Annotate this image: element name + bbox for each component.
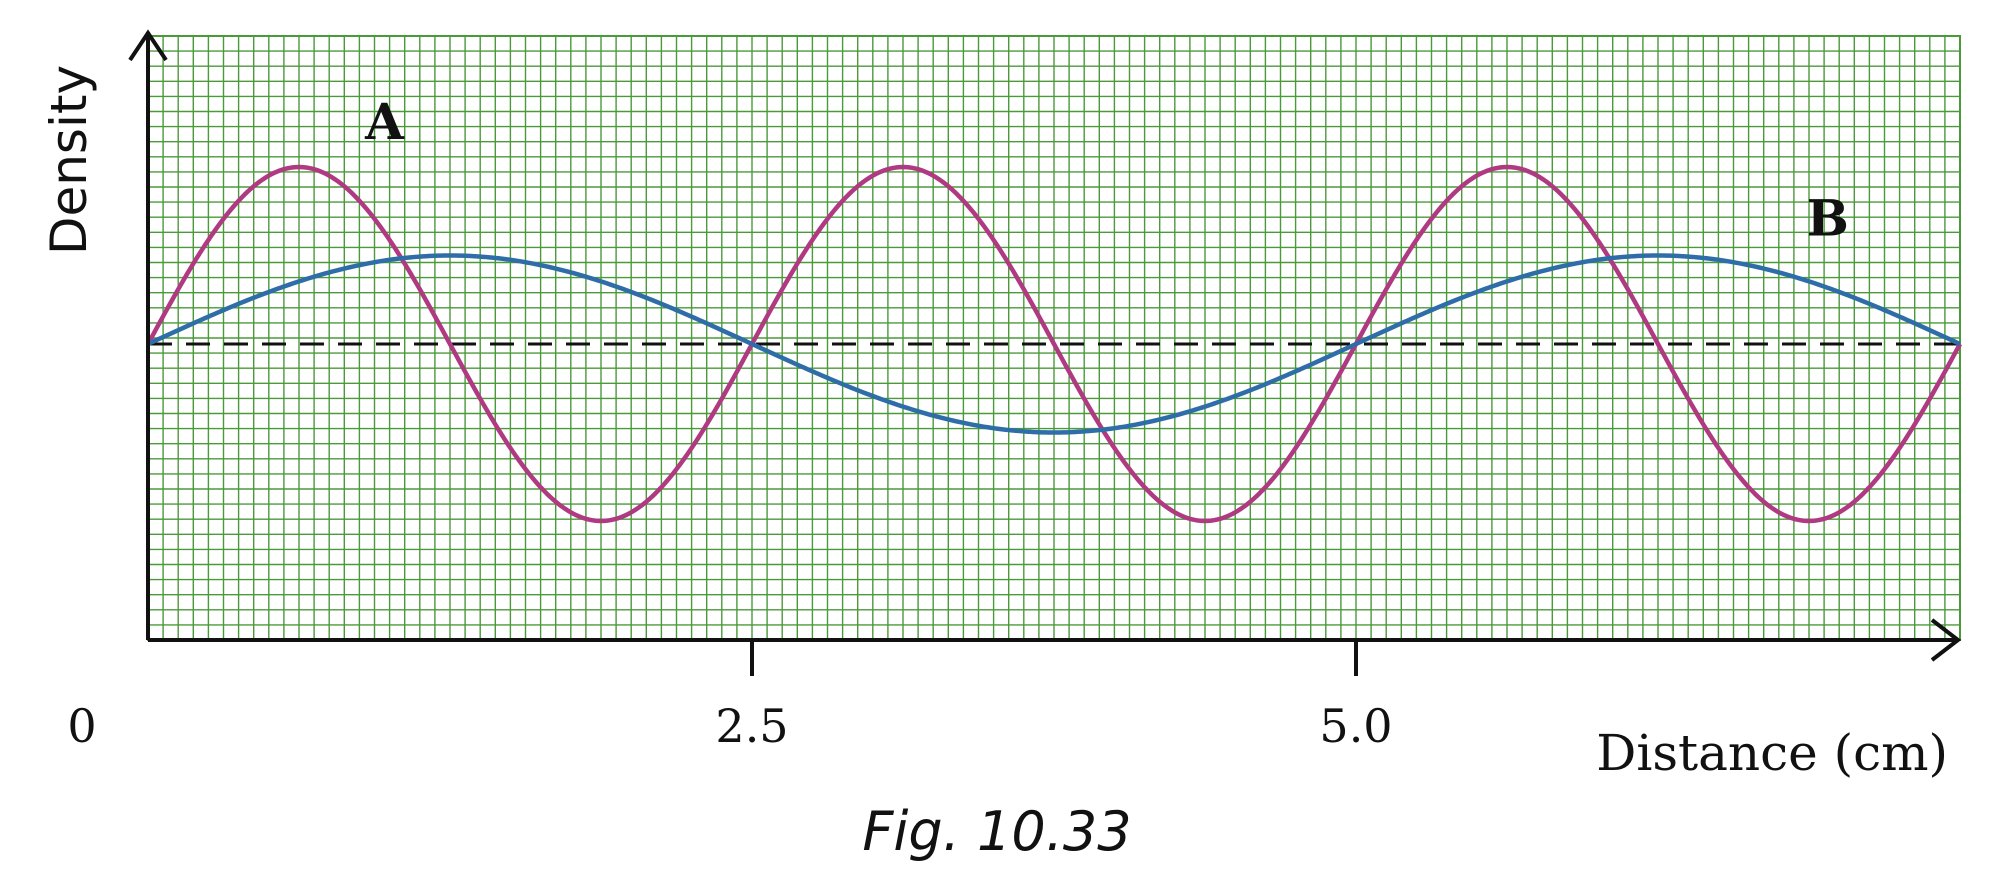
series-a-label: A xyxy=(364,92,405,151)
chart-axes xyxy=(128,29,1962,662)
x-tick-labels: 0 2.5 5.0 xyxy=(67,640,1393,753)
x-axis-arrow-icon xyxy=(1930,618,1962,662)
y-axis-label: Density xyxy=(40,65,98,255)
x-tick-label: 2.5 xyxy=(715,699,788,753)
y-axis-arrow-icon xyxy=(128,29,168,62)
density-distance-chart: 0 2.5 5.0 AB Density Distance (cm) xyxy=(40,29,1962,782)
series-b-label: B xyxy=(1807,189,1849,248)
x-tick-label: 0 xyxy=(67,699,96,753)
x-axis-label: Distance (cm) xyxy=(1596,724,1948,782)
series-layer xyxy=(146,164,1962,524)
figure-caption: Fig. 10.33 xyxy=(862,800,1132,863)
series-labels: AB xyxy=(364,92,1849,248)
x-tick-label: 5.0 xyxy=(1319,699,1392,753)
chart-grid xyxy=(147,35,1961,641)
